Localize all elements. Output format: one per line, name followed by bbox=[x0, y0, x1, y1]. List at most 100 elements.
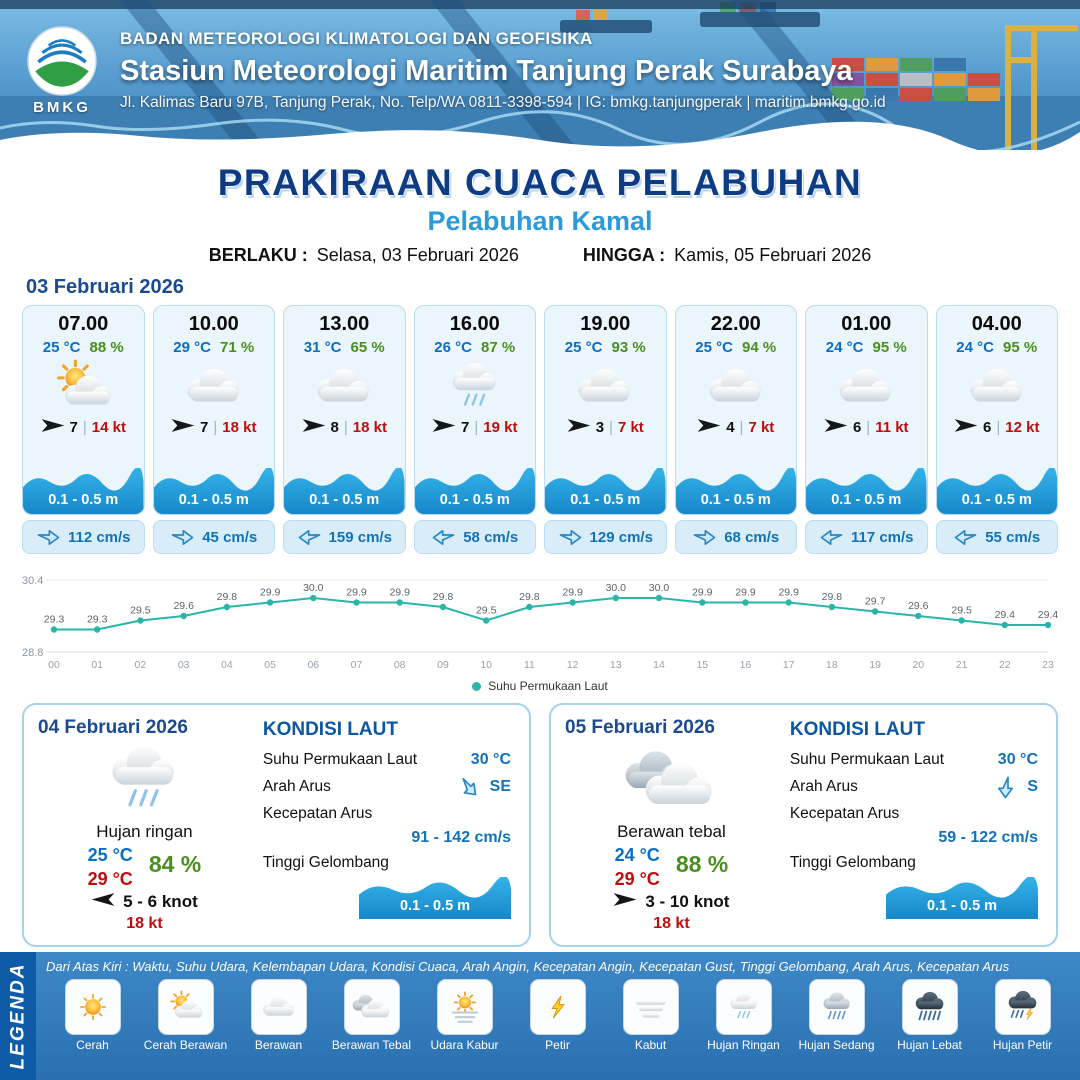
valid-until-label: HINGGA : bbox=[582, 245, 666, 265]
legend-item: Berawan bbox=[232, 979, 325, 1053]
current-speed-value: 91 - 142 cm/s bbox=[411, 829, 511, 846]
wind-speed: 8 bbox=[330, 419, 339, 436]
current-speed: 159 cm/s bbox=[328, 528, 392, 546]
wave-height: 0.1 - 0.5 m bbox=[570, 492, 641, 508]
sst-value: 30 °C bbox=[470, 751, 511, 768]
svg-text:29.8: 29.8 bbox=[822, 591, 843, 603]
port-name: Pelabuhan Kamal bbox=[427, 206, 653, 236]
valid-from-label: BERLAKU : bbox=[208, 245, 308, 265]
svg-text:28.8: 28.8 bbox=[22, 647, 43, 659]
forecast-card: 07.00 25 °C 88 % 7 | 14 kt 0.1 - 0.5 m 1… bbox=[22, 305, 145, 554]
forecast-card-main: 16.00 26 °C 87 % 7 | 19 kt 0.1 - 0.5 m bbox=[413, 305, 536, 515]
svg-text:29.7: 29.7 bbox=[865, 596, 886, 608]
legend-item: Udara Kabur bbox=[418, 979, 511, 1053]
validity-row: BERLAKU : Selasa, 03 Februari 2026 HINGGA… bbox=[0, 245, 1080, 266]
forecast-time: 13.00 bbox=[319, 313, 370, 335]
current-row: 129 cm/s bbox=[544, 520, 667, 554]
wave-height-value: 0.1 - 0.5 m bbox=[926, 898, 998, 914]
current-speed-label: Kecepatan Arus bbox=[262, 805, 373, 822]
current-direction-icon bbox=[170, 529, 195, 546]
daily-cards: 04 Februari 2026 Hujan ringan 25 °C 29 °… bbox=[22, 703, 1058, 947]
bmkg-logo-text: BMKG bbox=[33, 98, 91, 116]
svg-text:15: 15 bbox=[696, 659, 708, 671]
current-row: 58 cm/s bbox=[413, 520, 536, 554]
wind-direction-icon bbox=[954, 418, 978, 437]
chart-legend: Suhu Permukaan Laut bbox=[20, 679, 1060, 693]
legend-note: Dari Atas Kiri : Waktu, Suhu Udara, Kele… bbox=[46, 959, 1010, 974]
svg-text:20: 20 bbox=[912, 659, 924, 671]
wind-range: 5 - 6 knot bbox=[123, 892, 198, 911]
legend-item: Berawan Tebal bbox=[325, 979, 418, 1053]
current-direction-value: SE bbox=[489, 778, 511, 795]
weather-icon-berawan bbox=[566, 357, 644, 417]
forecast-card-main: 10.00 29 °C 71 % 7 | 18 kt 0.1 - 0.5 m bbox=[152, 305, 275, 515]
wave-height-band: 0.1 - 0.5 m bbox=[23, 468, 144, 514]
svg-text:29.9: 29.9 bbox=[562, 587, 583, 599]
wave-height-band: 0.1 - 0.5 m bbox=[936, 468, 1057, 514]
wind-speed: 7 bbox=[69, 419, 78, 436]
svg-text:29.5: 29.5 bbox=[130, 605, 151, 617]
min-temperature: 25 °C bbox=[87, 845, 133, 865]
wave-height: 0.1 - 0.5 m bbox=[439, 492, 510, 508]
wave-height-band: 0.1 - 0.5 m bbox=[414, 468, 535, 514]
wave-height-band: 0.1 - 0.5 m bbox=[153, 468, 274, 514]
forecast-card-main: 22.00 25 °C 94 % 4 | 7 kt 0.1 - 0.5 m bbox=[674, 305, 797, 515]
svg-text:14: 14 bbox=[653, 659, 665, 671]
humidity: 93 % bbox=[611, 339, 646, 356]
valid-from-value: Selasa, 03 Februari 2026 bbox=[316, 245, 519, 265]
wind-speed: 6 bbox=[983, 419, 992, 436]
chart-legend-dot bbox=[472, 681, 482, 691]
forecast-card-main: 13.00 31 °C 65 % 8 | 18 kt 0.1 - 0.5 m bbox=[283, 305, 406, 515]
current-row: 112 cm/s bbox=[22, 520, 145, 554]
legend-label: Cerah bbox=[76, 1038, 109, 1052]
forecast-time: 01.00 bbox=[841, 313, 892, 335]
svg-text:08: 08 bbox=[394, 659, 406, 671]
air-temperature: 26 °C bbox=[434, 339, 472, 356]
wind-speed: 3 bbox=[595, 419, 605, 436]
forecast-time: 19.00 bbox=[580, 313, 631, 335]
legend-title: LEGENDA bbox=[7, 962, 28, 1070]
humidity: 88 % bbox=[675, 851, 729, 877]
wave-height-band: 0.1 - 0.5 m bbox=[675, 468, 796, 514]
svg-text:21: 21 bbox=[956, 659, 968, 671]
svg-text:29.9: 29.9 bbox=[260, 587, 281, 599]
svg-text:29.6: 29.6 bbox=[908, 600, 929, 612]
daily-card: 05 Februari 2026 Berawan tebal 24 °C 29 … bbox=[549, 703, 1058, 947]
sst-label: Suhu Permukaan Laut bbox=[262, 751, 418, 768]
legend-label: Udara Kabur bbox=[430, 1038, 499, 1052]
svg-text:17: 17 bbox=[783, 659, 795, 671]
legend-icon-udara-kabur bbox=[436, 979, 493, 1035]
legend-icon-kabut bbox=[622, 979, 679, 1035]
current-speed: 58 cm/s bbox=[463, 528, 519, 546]
svg-text:03: 03 bbox=[178, 659, 190, 671]
air-temperature: 29 °C bbox=[173, 339, 211, 356]
svg-text:29.9: 29.9 bbox=[735, 587, 756, 599]
forecast-card: 10.00 29 °C 71 % 7 | 18 kt 0.1 - 0.5 m 4… bbox=[152, 305, 275, 554]
wind-direction-icon bbox=[697, 418, 721, 437]
legend-icon-hujan-lebat bbox=[901, 979, 958, 1035]
current-direction-label: Arah Arus bbox=[789, 778, 858, 795]
legend-icon-hujan-petir bbox=[994, 979, 1051, 1035]
forecast-time: 07.00 bbox=[58, 313, 109, 335]
daily-date: 05 Februari 2026 bbox=[565, 717, 715, 738]
humidity: 95 % bbox=[1002, 339, 1038, 356]
wave-height-box: 0.1 - 0.5 m bbox=[886, 877, 1038, 919]
svg-text:30.4: 30.4 bbox=[22, 575, 43, 587]
forecast-card-main: 01.00 24 °C 95 % 6 | 11 kt 0.1 - 0.5 m bbox=[805, 305, 928, 515]
current-direction-value: S bbox=[1027, 778, 1038, 795]
svg-text:29.4: 29.4 bbox=[995, 609, 1016, 621]
wind-direction-icon bbox=[567, 418, 591, 437]
current-direction-icon bbox=[997, 775, 1014, 800]
legend-label: Kabut bbox=[634, 1038, 667, 1052]
svg-text:01: 01 bbox=[91, 659, 103, 671]
svg-text:29.3: 29.3 bbox=[44, 614, 65, 626]
humidity: 88 % bbox=[89, 339, 124, 356]
current-direction-icon bbox=[558, 529, 583, 546]
svg-text:11: 11 bbox=[524, 659, 535, 671]
current-row: 159 cm/s bbox=[283, 520, 406, 554]
forecast-card-main: 07.00 25 °C 88 % 7 | 14 kt 0.1 - 0.5 m bbox=[22, 305, 145, 515]
current-direction-icon bbox=[692, 529, 717, 546]
wind-direction-icon bbox=[91, 892, 115, 912]
sea-conditions-title: KONDISI LAUT bbox=[262, 719, 398, 740]
sea-conditions-title: KONDISI LAUT bbox=[789, 719, 925, 740]
